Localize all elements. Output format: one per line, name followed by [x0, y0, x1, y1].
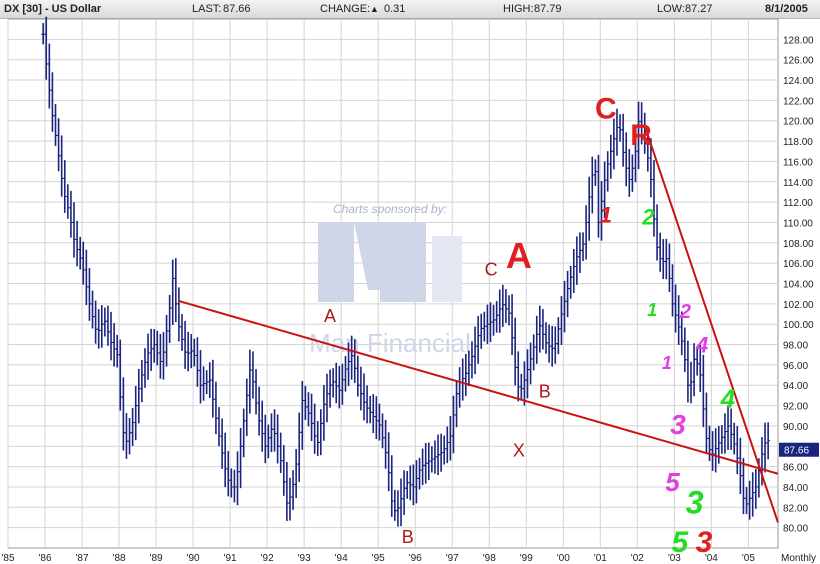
y-tick-label: 96.00: [783, 361, 808, 372]
wave-label-1: C: [485, 259, 498, 279]
high-value: 87.79: [534, 3, 562, 15]
y-tick-label: 110.00: [783, 218, 813, 229]
x-tick-label: '98: [483, 553, 496, 564]
x-tick-label: '04: [705, 553, 718, 564]
change-value: 0.31: [384, 3, 406, 15]
y-tick-label: 82.00: [783, 503, 808, 514]
wave-count-7: 3: [670, 409, 686, 440]
x-tick-label: '90: [187, 553, 200, 564]
y-tick-label: 114.00: [783, 178, 813, 189]
last-price-label: 87.66: [784, 446, 809, 457]
y-tick-label: 116.00: [783, 157, 813, 168]
brand-logo-icon: [318, 222, 462, 302]
x-tick-label: '87: [76, 553, 89, 564]
trendlines: [178, 125, 779, 523]
wave-count-2: 1: [647, 300, 657, 320]
wave-label-5: B: [402, 527, 414, 547]
sponsor-text: Charts sponsored by:: [333, 202, 447, 216]
wave-count-8: 5: [665, 467, 680, 497]
last-price-marker: 87.66: [779, 442, 819, 457]
wave-count-11: 3: [696, 526, 713, 559]
wave-count-4: 4: [695, 333, 708, 358]
x-tick-label: '85: [1, 553, 14, 564]
y-tick-label: 120.00: [783, 117, 814, 128]
frequency-label: Monthly: [781, 553, 816, 564]
low-value: 87.27: [685, 3, 713, 15]
y-tick-label: 126.00: [783, 56, 814, 67]
change-up-arrow-icon: ▲: [370, 4, 379, 14]
y-tick-label: 112.00: [783, 198, 813, 209]
wave-count-5: 1: [662, 353, 672, 373]
y-tick-label: 94.00: [783, 381, 808, 392]
price-bars: [41, 16, 771, 527]
wave-label-6: C: [595, 93, 617, 126]
x-tick-label: '91: [224, 553, 237, 564]
y-tick-label: 90.00: [783, 422, 808, 433]
x-tick-label: '94: [335, 553, 348, 564]
last-price-box: [779, 442, 819, 457]
y-tick-label: 92.00: [783, 402, 808, 413]
last-value: 87.66: [223, 3, 251, 15]
y-tick-label: 100.00: [783, 320, 814, 331]
x-tick-label: '88: [113, 553, 126, 564]
wave-label-4: X: [513, 440, 525, 460]
y-axis: 80.0082.0084.0086.0088.0090.0092.0094.00…: [783, 35, 814, 534]
x-tick-label: '05: [742, 553, 755, 564]
x-tick-label: '00: [557, 553, 570, 564]
x-tick-label: '95: [372, 553, 385, 564]
wave-count-9: 3: [686, 484, 704, 520]
y-tick-label: 106.00: [783, 259, 814, 270]
wave-label-3: B: [539, 381, 551, 401]
y-tick-label: 98.00: [783, 341, 808, 352]
wave-count-10: 5: [672, 526, 690, 559]
x-tick-label: '93: [298, 553, 311, 564]
wave-count-1: 2: [641, 204, 655, 229]
symbol-label: DX [30] - US Dollar: [4, 3, 102, 15]
y-tick-label: 128.00: [783, 35, 814, 46]
x-tick-label: '03: [668, 553, 681, 564]
x-tick-label: '96: [409, 553, 422, 564]
x-tick-label: '02: [631, 553, 644, 564]
y-tick-label: 104.00: [783, 280, 814, 291]
wave-label-2: A: [506, 235, 532, 276]
change-label: CHANGE:: [320, 3, 371, 15]
y-tick-label: 108.00: [783, 239, 814, 250]
x-tick-label: '99: [520, 553, 533, 564]
x-axis: '85 '86 '87 '88 '89 '90 '91 '92 '93 '94 '95 '96 '97 '…: [1, 553, 816, 564]
wave-count-0: 1: [600, 202, 612, 227]
grid-lines: [7, 18, 779, 549]
y-tick-label: 80.00: [783, 524, 808, 535]
y-tick-label: 124.00: [783, 76, 814, 87]
sponsor-watermark: Charts sponsored by: Man Financial: [309, 202, 471, 358]
last-label: LAST:: [192, 3, 222, 15]
x-tick-label: '92: [261, 553, 274, 564]
wave-count-3: 2: [679, 301, 691, 323]
y-tick-label: 84.00: [783, 483, 808, 494]
x-tick-label: '86: [38, 553, 51, 564]
y-tick-label: 102.00: [783, 300, 814, 311]
low-label: LOW:: [657, 3, 685, 15]
y-tick-label: 122.00: [783, 96, 814, 107]
trendline-down: [643, 125, 779, 523]
brand-text: Man Financial: [309, 328, 471, 358]
trendline-long: [178, 299, 779, 475]
y-tick-label: 118.00: [783, 137, 813, 148]
high-label: HIGH:: [503, 3, 534, 15]
x-tick-label: '89: [150, 553, 163, 564]
wave-label-0: A: [324, 306, 336, 326]
x-tick-label: '97: [446, 553, 459, 564]
wave-label-7: R: [630, 119, 652, 152]
wave-count-6: 4: [720, 384, 736, 414]
chart-header: DX [30] - US Dollar LAST: 87.66 CHANGE: …: [0, 0, 820, 19]
date-label: 8/1/2005: [765, 3, 808, 15]
x-tick-label: '01: [594, 553, 607, 564]
y-tick-label: 86.00: [783, 463, 808, 474]
